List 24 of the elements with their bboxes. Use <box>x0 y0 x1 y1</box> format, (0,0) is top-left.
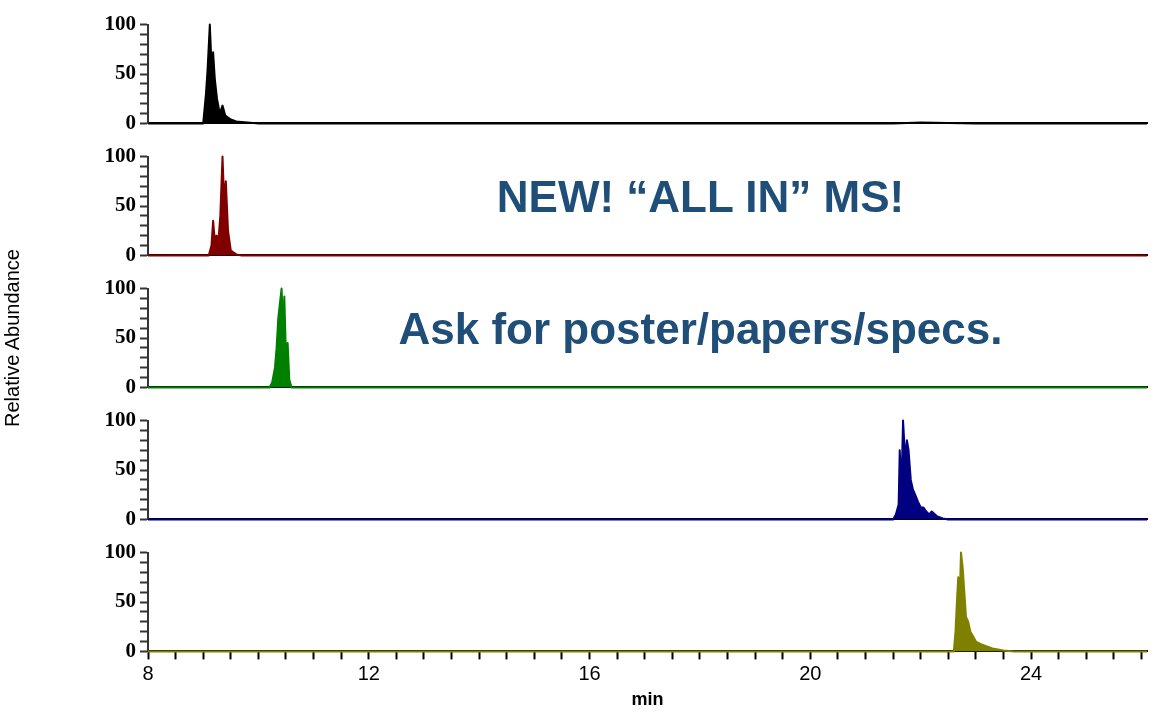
x-tick-label: 8 <box>142 661 154 684</box>
y-axis-title: Relative Abundance <box>0 249 24 427</box>
y-tick-label: 0 <box>125 373 136 398</box>
y-tick-label: 0 <box>125 241 136 266</box>
annotation: Ask for poster/papers/specs. <box>397 304 1004 354</box>
y-tick-label: 100 <box>104 275 136 300</box>
y-tick-label: 0 <box>125 109 136 134</box>
y-tick-label: 50 <box>115 192 136 217</box>
x-tick-label: 24 <box>1019 661 1043 684</box>
x-tick-label: 16 <box>578 661 601 684</box>
x-tick-label: 20 <box>799 661 822 684</box>
y-tick-label: 50 <box>115 60 136 85</box>
x-tick-label: 12 <box>357 661 380 684</box>
y-tick-label: 100 <box>104 407 136 432</box>
annotation: NEW! “ALL IN” MS! <box>495 172 906 222</box>
x-axis-title: min <box>631 689 664 710</box>
y-tick-label: 0 <box>125 505 136 530</box>
y-tick-label: 100 <box>104 143 136 168</box>
y-tick-label: 50 <box>115 588 136 613</box>
y-tick-label: 100 <box>104 11 136 36</box>
y-tick-label: 0 <box>125 637 136 662</box>
y-tick-label: 50 <box>115 456 136 481</box>
y-tick-label: 50 <box>115 324 136 349</box>
y-tick-label: 100 <box>104 539 136 564</box>
